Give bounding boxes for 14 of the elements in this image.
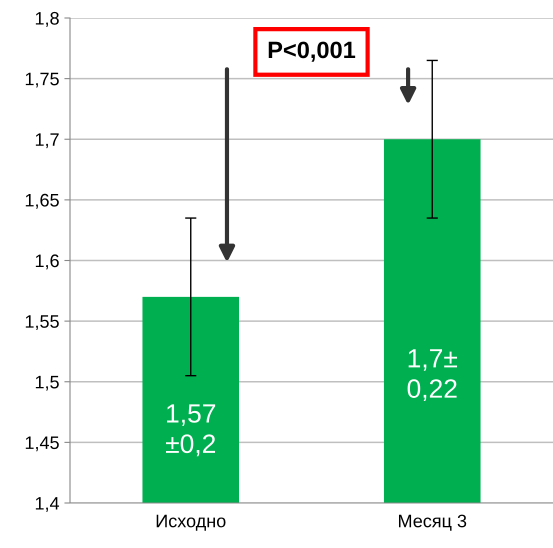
y-tick-label: 1,75 bbox=[26, 72, 59, 88]
data-label: 1,57 ±0,2 bbox=[166, 404, 216, 456]
x-tick-label: Исходно bbox=[156, 514, 226, 531]
annotation: P<0,001 bbox=[268, 42, 356, 62]
y-tick-label: 1,7 bbox=[36, 133, 59, 148]
y-tick-label: 1,45 bbox=[26, 436, 59, 452]
y-tick-label: 1,55 bbox=[26, 315, 59, 330]
y-tick-label: 1,65 bbox=[26, 194, 59, 209]
x-tick-label: Месяц 3 bbox=[398, 514, 466, 531]
data-label: 1,7± 0,22 bbox=[408, 349, 458, 402]
y-tick-label: 1,4 bbox=[36, 497, 60, 512]
y-tick-label: 1,6 bbox=[36, 254, 59, 270]
y-tick-label: 1,8 bbox=[36, 12, 59, 27]
y-tick-label: 1,5 bbox=[36, 376, 59, 391]
